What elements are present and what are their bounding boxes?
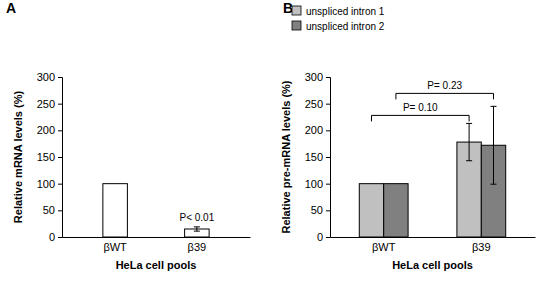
panel-letter: A	[6, 0, 16, 16]
y-tick: 50	[43, 204, 62, 216]
y-tick: 0	[317, 231, 330, 243]
y-axis-line	[58, 78, 63, 238]
y-tick: 300	[37, 71, 62, 83]
y-tick-label: 250	[37, 98, 55, 110]
y-tick-label: 300	[305, 71, 323, 83]
x-tick-label: βWT	[103, 241, 127, 253]
y-tick-label: 50	[311, 204, 323, 216]
legend-swatch	[292, 6, 301, 15]
legend-label: unspliced intron 1	[306, 6, 385, 17]
error-bar	[194, 227, 200, 231]
legend-entry: unspliced intron 2	[292, 21, 385, 32]
bar	[359, 184, 383, 237]
y-tick-mark	[326, 157, 330, 158]
error-cap	[466, 123, 472, 124]
error-bar	[466, 123, 472, 160]
error-cap	[466, 160, 472, 161]
bar	[103, 184, 128, 237]
y-tick: 200	[37, 124, 62, 136]
y-tick: 100	[37, 178, 62, 190]
y-tick: 0	[49, 231, 62, 243]
y-tick-label: 250	[305, 98, 323, 110]
bar	[384, 184, 408, 237]
y-tick: 50	[311, 204, 330, 216]
y-tick-mark	[58, 210, 62, 211]
x-tick: βWT	[103, 237, 127, 253]
x-axis-title: HeLa cell pools	[116, 259, 197, 271]
y-tick: 250	[37, 98, 62, 110]
y-tick-label: 200	[305, 124, 323, 136]
error-cap	[491, 106, 497, 107]
y-axis-title: Relative pre-mRNA levels (%)	[280, 80, 292, 233]
annotation: P= 0.10	[403, 102, 438, 113]
error-bar	[491, 106, 497, 184]
x-tick: β39	[188, 237, 207, 253]
legend-label: unspliced intron 2	[306, 21, 385, 32]
y-tick-mark	[58, 184, 62, 185]
y-tick-mark	[326, 237, 330, 238]
y-tick-label: 150	[305, 151, 323, 163]
x-tick: β39	[472, 237, 491, 253]
y-tick-mark	[58, 157, 62, 158]
annotation: P= 0.23	[427, 80, 462, 91]
y-tick-mark	[58, 237, 62, 238]
y-tick-label: 150	[37, 151, 55, 163]
error-cap	[194, 226, 200, 227]
y-axis-title: Relative mRNA levels (%)	[12, 91, 24, 224]
y-tick: 300	[305, 71, 330, 83]
plot-area	[359, 106, 505, 237]
y-axis-line	[326, 78, 331, 238]
y-tick-label: 200	[37, 124, 55, 136]
y-tick-label: 0	[49, 231, 55, 243]
y-tick-mark	[58, 130, 62, 131]
y-tick-mark	[326, 130, 330, 131]
x-axis-line	[331, 237, 536, 238]
significance-bracket	[371, 115, 469, 121]
x-axis: βWT β39	[63, 237, 251, 253]
y-tick: 150	[305, 151, 330, 163]
y-tick-label: 0	[317, 231, 323, 243]
y-tick-label: 300	[37, 71, 55, 83]
y-tick-mark	[326, 210, 330, 211]
y-tick-label: 100	[305, 178, 323, 190]
significance-bracket	[396, 93, 494, 99]
x-tick-label: β39	[472, 241, 491, 253]
y-tick: 100	[305, 178, 330, 190]
y-tick-mark	[326, 77, 330, 78]
y-axis: 0 50 100 150 200 250 300	[305, 71, 331, 243]
x-axis-title: HeLa cell pools	[392, 259, 473, 271]
y-tick: 250	[305, 98, 330, 110]
x-axis-line	[63, 237, 251, 238]
panel: A 0 50 100 150 200 250 300 βWT β39 HeLa cell pools…	[6, 0, 251, 271]
y-axis: 0 50 100 150 200 250 300	[37, 71, 63, 243]
x-tick-label: βWT	[372, 241, 396, 253]
annotation: P< 0.01	[179, 212, 214, 223]
y-tick: 200	[305, 124, 330, 136]
chart-root: A 0 50 100 150 200 250 300 βWT β39 HeLa cell pools…	[0, 0, 545, 282]
error-line	[493, 106, 494, 184]
error-cap	[194, 231, 200, 232]
legend-entry: unspliced intron 1	[292, 6, 385, 17]
y-tick: 150	[37, 151, 62, 163]
plot-area	[103, 184, 209, 237]
x-tick: βWT	[372, 237, 396, 253]
y-tick-mark	[58, 104, 62, 105]
legend: unspliced intron 1 unspliced intron 2	[292, 6, 385, 32]
y-tick-mark	[58, 77, 62, 78]
chart-svg: A 0 50 100 150 200 250 300 βWT β39 HeLa cell pools…	[0, 0, 545, 282]
error-cap	[491, 184, 497, 185]
x-axis: βWT β39	[331, 237, 536, 253]
error-line	[196, 227, 197, 231]
y-tick-label: 50	[43, 204, 55, 216]
y-tick-mark	[326, 104, 330, 105]
panel: B050100150200250300βWTβ39HeLa cell pools…	[280, 0, 536, 271]
error-line	[469, 123, 470, 160]
x-tick-label: β39	[188, 241, 207, 253]
legend-swatch	[292, 21, 301, 30]
y-tick-label: 100	[37, 178, 55, 190]
y-tick-mark	[326, 184, 330, 185]
